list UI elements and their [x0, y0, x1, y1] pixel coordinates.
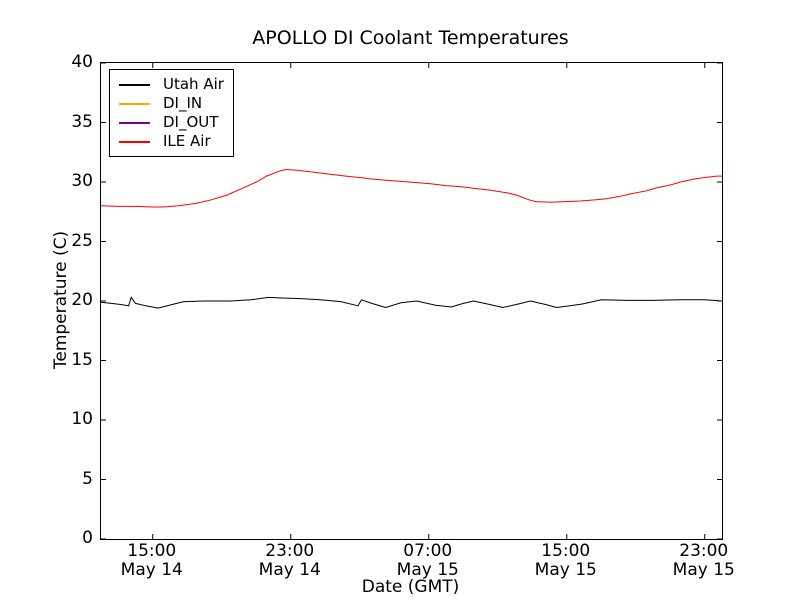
- series-line-utah-air: [101, 296, 722, 309]
- x-tick-label: 23:00 May 14: [242, 542, 338, 580]
- chart-title: APOLLO DI Coolant Temperatures: [252, 27, 569, 49]
- legend-swatch-line: [119, 83, 150, 86]
- y-tick-label: 40: [71, 52, 93, 72]
- legend: Utah Air DI_IN DI_OUT ILE Air: [109, 69, 234, 157]
- legend-label: Utah Air: [163, 75, 224, 93]
- legend-label: DI_IN: [163, 94, 203, 112]
- y-tick-label: 15: [71, 349, 93, 370]
- legend-swatch-line: [119, 140, 150, 143]
- x-tick-date: May 14: [258, 560, 321, 580]
- y-tick-label: 25: [71, 230, 93, 251]
- x-tick-date: May 14: [120, 560, 183, 580]
- x-tick-time: 15:00: [541, 541, 591, 561]
- x-tick-label: 15:00 May 15: [518, 542, 614, 580]
- legend-item-di-out: DI_OUT: [119, 113, 224, 132]
- plot-canvas: [101, 63, 722, 539]
- legend-item-di-in: DI_IN: [119, 94, 224, 113]
- y-tick-label: 5: [82, 468, 93, 489]
- plot-area: Utah Air DI_IN DI_OUT ILE Air: [100, 62, 723, 540]
- legend-swatch-line: [119, 121, 150, 124]
- x-tick-time: 15:00: [127, 541, 177, 561]
- y-tick-label: 10: [71, 409, 93, 429]
- x-tick-label: 07:00 May 15: [380, 542, 476, 580]
- x-tick-time: 23:00: [679, 541, 729, 561]
- x-tick-date: May 15: [396, 560, 459, 580]
- series-line-ile-air: [101, 168, 722, 208]
- x-tick-label: 15:00 May 14: [104, 542, 200, 580]
- y-tick-label: 0: [82, 528, 93, 548]
- x-axis-label: Date (GMT): [361, 577, 460, 597]
- legend-label: ILE Air: [163, 132, 211, 150]
- legend-label: DI_OUT: [163, 113, 219, 131]
- y-tick-label: 35: [71, 111, 93, 132]
- x-tick-date: May 15: [672, 560, 735, 580]
- x-tick-date: May 15: [534, 560, 597, 580]
- legend-swatch-line: [119, 102, 150, 105]
- y-tick-label: 30: [71, 171, 93, 191]
- legend-item-utah-air: Utah Air: [119, 75, 224, 94]
- x-tick-label: 23:00 May 15: [656, 542, 752, 580]
- y-axis-label: Temperature (C): [51, 230, 71, 370]
- legend-item-ile-air: ILE Air: [119, 132, 224, 151]
- x-tick-time: 23:00: [265, 541, 315, 561]
- x-tick-time: 07:00: [403, 541, 453, 561]
- y-tick-label: 20: [71, 290, 93, 310]
